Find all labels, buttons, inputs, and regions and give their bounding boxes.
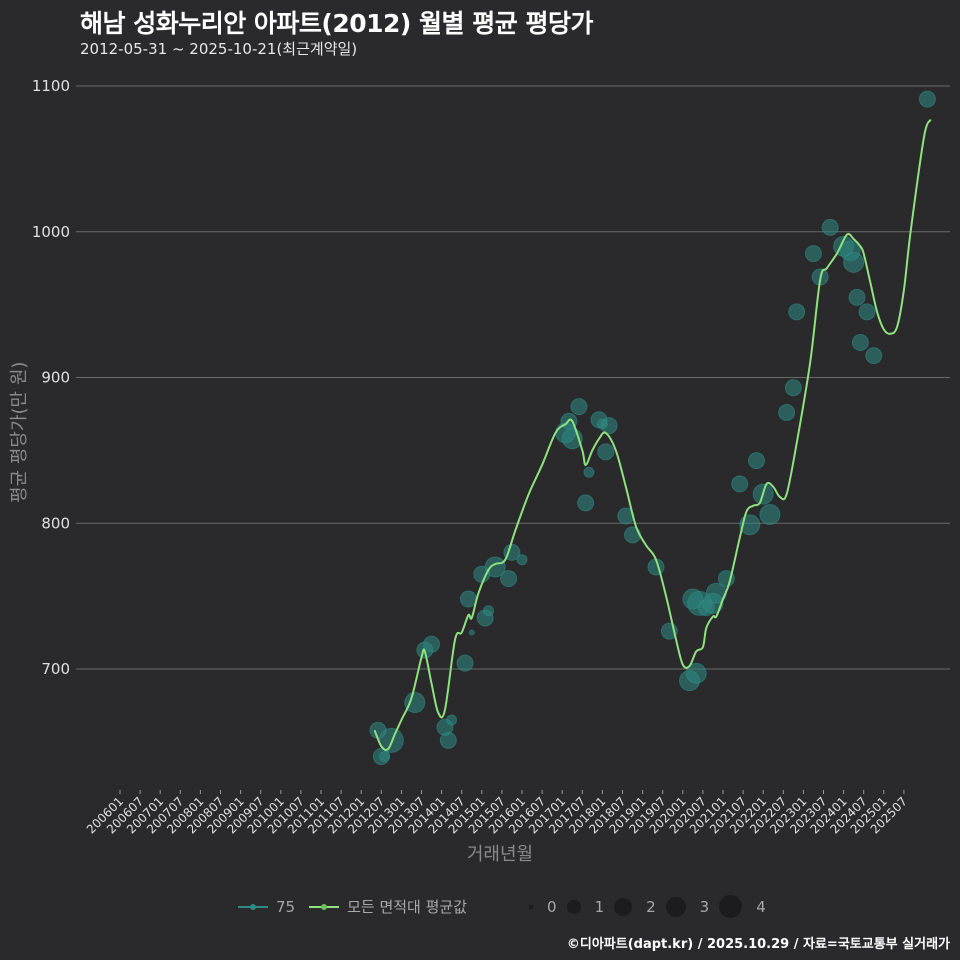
legend-item-75: 75 [236, 898, 295, 916]
legend-line-icon [238, 903, 268, 910]
legend-size-4: 4 [719, 895, 766, 918]
chart-title: 해남 성화누리안 아파트(2012) 월별 평균 평당가 [80, 9, 593, 38]
average-line-series [373, 119, 932, 751]
size-dot-icon [719, 895, 743, 918]
y-tick-labels: 700 800 900 1000 1100 [32, 77, 70, 678]
size-dot-icon [529, 904, 534, 909]
grid-lines [76, 85, 950, 670]
svg-text:700: 700 [41, 660, 70, 678]
legend-size-3: 3 [665, 896, 709, 917]
svg-text:900: 900 [41, 369, 70, 387]
size-dot-icon [614, 897, 633, 916]
legend-line-icon [309, 903, 340, 910]
svg-text:1100: 1100 [32, 77, 70, 95]
legend-size-0: 0 [529, 898, 557, 916]
x-axis-label: 거래년월 [466, 844, 534, 865]
size-dot-icon [566, 899, 581, 914]
svg-text:1000: 1000 [32, 223, 70, 241]
legend-item-average: 모든 면적대 평균값 [307, 896, 467, 917]
source-footer: ©디아파트(dapt.kr) / 2025.10.29 / 자료=국토교통부 실… [566, 937, 950, 952]
svg-text:800: 800 [41, 514, 70, 532]
legend-size-1: 1 [566, 898, 604, 916]
legend-label: 75 [276, 897, 296, 916]
chart-subtitle: 2012-05-31 ~ 2025-10-21(최근계약일) [80, 40, 358, 58]
size-dot-icon [665, 896, 686, 917]
legend-label: 모든 면적대 평균값 [347, 898, 468, 916]
legend-size-2: 2 [614, 897, 656, 916]
scatter-series-75 [369, 90, 936, 765]
legend: 75 모든 면적대 평균값 0 1 2 3 4 [236, 895, 776, 918]
x-ticks: 2006012006072007012007072008012008072009… [84, 790, 910, 837]
